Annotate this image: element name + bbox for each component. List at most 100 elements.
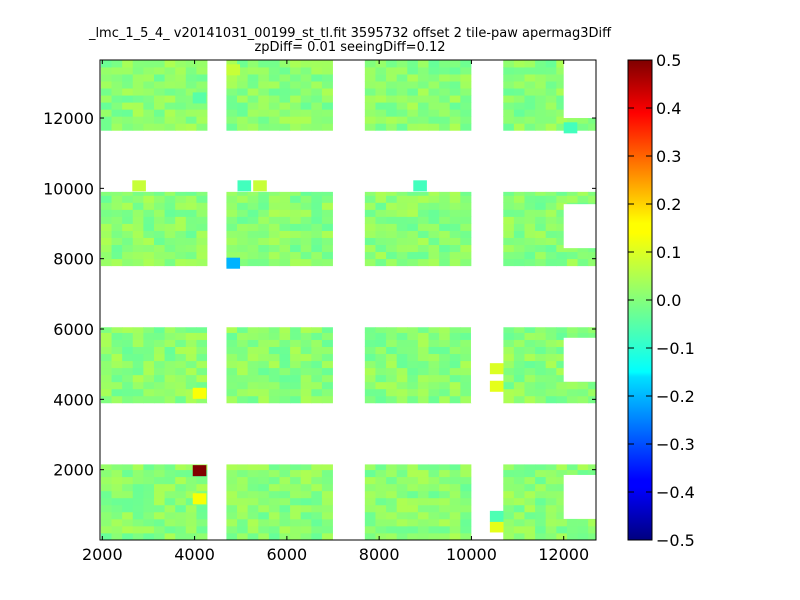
heatmap-cell bbox=[417, 518, 429, 527]
heatmap-cell bbox=[226, 483, 238, 492]
heatmap-cell bbox=[439, 374, 451, 383]
heatmap-cell bbox=[311, 464, 323, 471]
heatmap-cell bbox=[153, 497, 165, 506]
heatmap-cell bbox=[132, 490, 144, 499]
heatmap-cell bbox=[268, 202, 280, 210]
heatmap-cell bbox=[449, 381, 461, 390]
heatmap-cell bbox=[503, 483, 515, 492]
heatmap-cell bbox=[417, 532, 429, 540]
heatmap-cell bbox=[545, 346, 557, 355]
heatmap-cell bbox=[364, 209, 376, 217]
heatmap-cell bbox=[449, 339, 461, 347]
heatmap-cell bbox=[100, 109, 112, 117]
heatmap-cell bbox=[449, 388, 461, 397]
heatmap-cell bbox=[407, 237, 419, 246]
heatmap-cell bbox=[279, 123, 291, 131]
heatmap-cell bbox=[460, 230, 472, 238]
heatmap-cell bbox=[428, 469, 440, 478]
heatmap-cell bbox=[375, 483, 387, 492]
heatmap-cell bbox=[226, 123, 238, 131]
heatmap-cell bbox=[364, 511, 376, 520]
heatmap-cell bbox=[290, 327, 302, 333]
heatmap-cell bbox=[513, 123, 525, 131]
heatmap-cell bbox=[237, 469, 249, 478]
heatmap-cell bbox=[153, 518, 165, 527]
heatmap-cell bbox=[122, 374, 134, 383]
heatmap-cell bbox=[164, 464, 176, 471]
heatmap-cell bbox=[290, 518, 302, 527]
heatmap-cell bbox=[439, 195, 451, 203]
heatmap-cell bbox=[524, 367, 536, 376]
heatmap-cell bbox=[396, 483, 408, 492]
heatmap-cell bbox=[132, 464, 144, 471]
heatmap-cell bbox=[268, 381, 280, 390]
heatmap-cell bbox=[460, 483, 472, 492]
heatmap-cell bbox=[375, 67, 387, 75]
heatmap-cell bbox=[386, 464, 398, 471]
heatmap-cell bbox=[100, 202, 112, 210]
heatmap-cell bbox=[132, 388, 144, 397]
heatmap-cell bbox=[258, 374, 270, 383]
heatmap-cell bbox=[503, 360, 515, 369]
heatmap-cell bbox=[386, 490, 398, 499]
heatmap-cell bbox=[196, 476, 208, 485]
heatmap-cell bbox=[556, 511, 568, 520]
heatmap-cell bbox=[428, 109, 440, 117]
heatmap-cell bbox=[143, 223, 155, 231]
heatmap-cell bbox=[311, 381, 323, 390]
heatmap-cell bbox=[185, 332, 197, 340]
heatmap-cell bbox=[143, 353, 155, 362]
heatmap-cell bbox=[268, 60, 280, 68]
heatmap-cell bbox=[300, 202, 312, 210]
heatmap-cell bbox=[185, 195, 197, 203]
heatmap-cell bbox=[439, 258, 451, 267]
heatmap-cell bbox=[122, 230, 134, 238]
heatmap-cell bbox=[122, 74, 134, 82]
heatmap-cell bbox=[311, 476, 323, 485]
heatmap-cell bbox=[237, 237, 249, 246]
heatmap-cell bbox=[535, 490, 547, 499]
heatmap-cell bbox=[122, 67, 134, 75]
heatmap-cell bbox=[258, 469, 270, 478]
heatmap-cell bbox=[460, 116, 472, 124]
heatmap-cell bbox=[545, 230, 557, 238]
heatmap-cell bbox=[566, 116, 578, 124]
heatmap-cell bbox=[417, 388, 429, 397]
heatmap-cell bbox=[175, 88, 187, 96]
heatmap-cell bbox=[111, 469, 123, 478]
heatmap-cell bbox=[111, 95, 123, 103]
heatmap-cell bbox=[556, 339, 568, 347]
heatmap-cell bbox=[588, 327, 596, 333]
heatmap-cell bbox=[321, 483, 333, 492]
heatmap-cell bbox=[122, 483, 134, 492]
heatmap-cell bbox=[268, 123, 280, 131]
heatmap-cell bbox=[460, 81, 472, 89]
heatmap-cell bbox=[153, 346, 165, 355]
heatmap-cell bbox=[428, 244, 440, 253]
heatmap-cell bbox=[100, 469, 112, 478]
heatmap-cell bbox=[153, 532, 165, 540]
heatmap-cell bbox=[175, 251, 187, 260]
heatmap-cell bbox=[258, 81, 270, 89]
heatmap-cell bbox=[588, 195, 596, 203]
heatmap-cell bbox=[175, 209, 187, 217]
heatmap-cell bbox=[300, 60, 312, 68]
heatmap-cell bbox=[449, 88, 461, 96]
heatmap-cell bbox=[100, 209, 112, 217]
heatmap-cell bbox=[513, 339, 525, 347]
heatmap-cell bbox=[153, 116, 165, 124]
heatmap-cell bbox=[524, 525, 536, 534]
heatmap-cell bbox=[321, 116, 333, 124]
heatmap-cell bbox=[268, 518, 280, 527]
heatmap-cell bbox=[545, 367, 557, 376]
heatmap-cell bbox=[556, 191, 568, 196]
heatmap-cell bbox=[417, 223, 429, 231]
heatmap-cell bbox=[196, 74, 208, 82]
heatmap-cell bbox=[524, 60, 536, 68]
heatmap-cell bbox=[279, 381, 291, 390]
heatmap-cell bbox=[513, 237, 525, 246]
heatmap-cell bbox=[300, 258, 312, 267]
heatmap-cell bbox=[311, 258, 323, 267]
heatmap-cell bbox=[279, 244, 291, 253]
heatmap-cell bbox=[364, 490, 376, 499]
